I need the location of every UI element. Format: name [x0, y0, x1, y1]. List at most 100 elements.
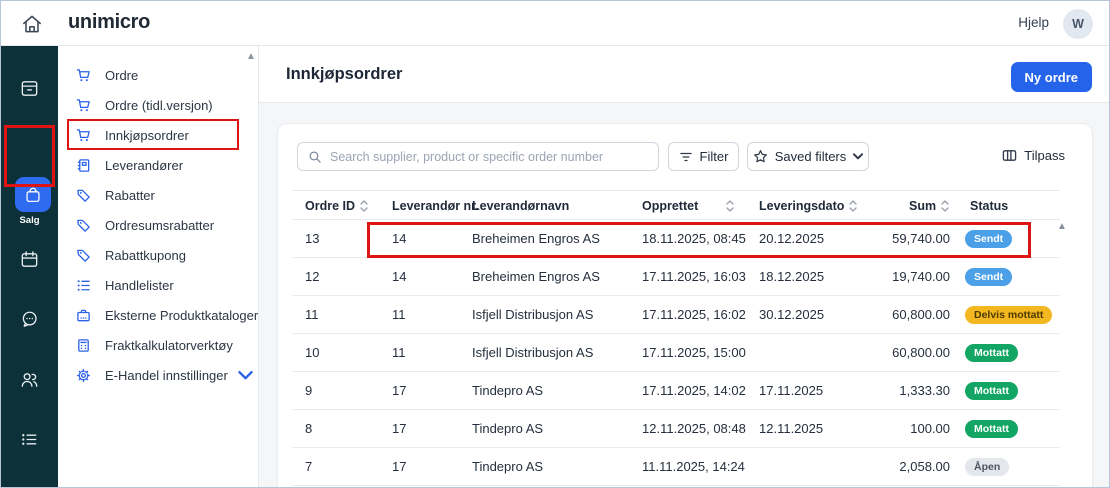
rail-item-calendar-icon[interactable]	[1, 249, 58, 270]
cell-ordre-id: 12	[305, 269, 320, 284]
briefcase-icon	[77, 309, 90, 321]
sort-icon[interactable]	[726, 200, 734, 212]
cell-leverandor-nr: 14	[392, 231, 407, 246]
rail-item-people-icon[interactable]	[1, 369, 58, 390]
cell-opprettet: 11.11.2025, 14:24	[642, 459, 745, 474]
column-header-sum[interactable]: Sum	[909, 199, 937, 213]
cell-opprettet: 17.11.2025, 15:00	[642, 345, 746, 360]
customize-columns-button[interactable]: Tilpass	[1002, 148, 1065, 163]
sort-icon[interactable]	[849, 200, 857, 212]
topbar: unimicro Hjelp W	[1, 1, 1109, 46]
rail-item-chat-icon[interactable]	[1, 309, 58, 330]
table-row-10[interactable]: 10 11 Isfjell Distribusjon AS 17.11.2025…	[292, 334, 1060, 372]
cell-opprettet: 12.11.2025, 08:48	[642, 421, 746, 436]
user-avatar[interactable]: W	[1063, 9, 1093, 39]
cart-icon	[76, 128, 90, 141]
home-icon[interactable]	[20, 12, 44, 36]
help-link[interactable]: Hjelp	[1018, 15, 1049, 30]
table-row-12[interactable]: 12 14 Breheimen Engros AS 17.11.2025, 16…	[292, 258, 1060, 296]
sidebar-item-label: Ordre (tidl.versjon)	[105, 97, 213, 113]
column-header-opprettet[interactable]: Opprettet	[642, 199, 699, 213]
cell-opprettet: 18.11.2025, 08:45	[642, 231, 746, 246]
columns-icon	[1003, 150, 1017, 161]
main-content: Innkjøpsordrer Ny ordre Filter Saved fil…	[259, 46, 1109, 487]
chevron-down-icon	[853, 153, 864, 160]
rail-item-salg shopping-bag-icon[interactable]	[15, 177, 51, 212]
cell-leverandor-nr: 17	[392, 459, 407, 474]
sidebar-item-label: Ordre	[105, 67, 139, 83]
sidebar-item-rabatter[interactable]: Rabatter	[58, 180, 258, 210]
tag-icon	[77, 219, 90, 232]
column-header-ordre-id[interactable]: Ordre ID	[305, 199, 356, 213]
table-row-13[interactable]: 13 14 Breheimen Engros AS 18.11.2025, 08…	[292, 220, 1060, 258]
page-title: Innkjøpsordrer	[286, 65, 403, 83]
cell-sum: 2,058.00	[899, 459, 950, 474]
saved-filters-button[interactable]: Saved filters	[747, 142, 869, 171]
search-box[interactable]	[297, 142, 659, 171]
sidebar-item-handlelister[interactable]: Handlelister	[58, 270, 258, 300]
cell-leveringsdato: 18.12.2025	[759, 269, 825, 284]
sort-icon[interactable]	[360, 200, 368, 212]
cell-leveringsdato: 12.11.2025	[759, 421, 824, 436]
sidebar-scroll-up-icon[interactable]: ▲	[246, 51, 256, 62]
sidebar-item-label: Rabatter	[105, 187, 155, 203]
list-icon	[77, 279, 90, 291]
sidebar-item-label: Ordresumsrabatter	[105, 217, 215, 233]
cell-leverandor-nr: 17	[392, 383, 407, 398]
column-header-leverandornavn: Leverandørnavn	[472, 199, 570, 213]
sort-icon[interactable]	[941, 200, 949, 212]
sidebar-item-rabattkupong[interactable]: Rabattkupong	[58, 240, 258, 270]
nav-rail: Salg	[1, 46, 58, 487]
table-row-8[interactable]: 8 17 Tindepro AS 12.11.2025, 08:48 12.11…	[292, 410, 1060, 448]
rail-item-salg-label: Salg	[19, 215, 40, 226]
cell-sum: 60,800.00	[892, 345, 950, 360]
sidebar-item-label: Handlelister	[105, 277, 174, 293]
cell-leveringsdato: 17.11.2025	[759, 383, 824, 398]
table-row-11[interactable]: 11 11 Isfjell Distribusjon AS 17.11.2025…	[292, 296, 1060, 334]
cell-opprettet: 17.11.2025, 14:02	[642, 383, 746, 398]
sidebar-item-leverandorer[interactable]: Leverandører	[58, 150, 258, 180]
sidebar-item-ehandel-innstillinger[interactable]: E-Handel innstillinger	[58, 360, 258, 390]
sidebar-item-ordresumsrabatter[interactable]: Ordresumsrabatter	[58, 210, 258, 240]
cell-ordre-id: 8	[305, 421, 313, 436]
cell-leverandornavn: Tindepro AS	[472, 459, 544, 474]
table-row-9[interactable]: 9 17 Tindepro AS 17.11.2025, 14:02 17.11…	[292, 372, 1060, 410]
cell-sum: 60,800.00	[892, 307, 950, 322]
sidebar-item-ordre[interactable]: Ordre	[58, 60, 258, 90]
cell-leverandornavn: Tindepro AS	[472, 421, 544, 436]
cell-leverandor-nr: 17	[392, 421, 407, 436]
chevron-down-icon[interactable]	[238, 368, 253, 383]
column-header-leveringsdato[interactable]: Leveringsdato	[759, 199, 845, 213]
cell-ordre-id: 10	[305, 345, 320, 360]
status-badge: Mottatt	[965, 420, 1018, 438]
cell-leverandornavn: Tindepro AS	[472, 383, 544, 398]
brand-logo[interactable]: unimicro	[68, 11, 151, 33]
sidebar-item-fraktkalkulatorverktoy[interactable]: Fraktkalkulatorverktøy	[58, 330, 258, 360]
rail-item-checklist-icon[interactable]	[1, 429, 58, 450]
sidebar-item-label: Fraktkalkulatorverktøy	[105, 337, 233, 353]
filter-button[interactable]: Filter	[668, 142, 739, 171]
sidebar-item-label: Innkjøpsordrer	[105, 127, 189, 143]
cell-leverandornavn: Breheimen Engros AS	[472, 269, 600, 284]
cell-ordre-id: 7	[305, 459, 313, 474]
sidebar-item-ordre-tidl-versjon[interactable]: Ordre (tidl.versjon)	[58, 90, 258, 120]
cart-icon	[76, 98, 90, 111]
status-badge: Åpen	[965, 458, 1010, 476]
sidebar-item-innkjopsordrer[interactable]: Innkjøpsordrer	[58, 120, 258, 150]
cell-leveringsdato: 30.12.2025	[759, 307, 825, 322]
new-order-button[interactable]: Ny ordre	[1010, 62, 1092, 92]
rail-item-archive-box-icon[interactable]	[1, 78, 58, 99]
cell-leverandor-nr: 11	[392, 345, 406, 360]
table-scroll-up-icon[interactable]: ▲	[1057, 221, 1067, 232]
sidebar-item-label: E-Handel innstillinger	[105, 367, 228, 383]
search-input[interactable]	[330, 149, 650, 164]
cell-ordre-id: 11	[305, 307, 319, 322]
cell-leverandornavn: Breheimen Engros AS	[472, 231, 600, 246]
table-row-7[interactable]: 7 17 Tindepro AS 11.11.2025, 14:24 2,058…	[292, 448, 1060, 486]
cell-opprettet: 17.11.2025, 16:02	[642, 307, 746, 322]
tag-icon	[77, 189, 90, 202]
orders-card: Filter Saved filters Tilpass Ordre ID Le…	[277, 123, 1093, 487]
sidebar-item-eksterne-produktkataloger[interactable]: Eksterne Produktkataloger	[58, 300, 258, 330]
cell-sum: 19,740.00	[892, 269, 950, 284]
